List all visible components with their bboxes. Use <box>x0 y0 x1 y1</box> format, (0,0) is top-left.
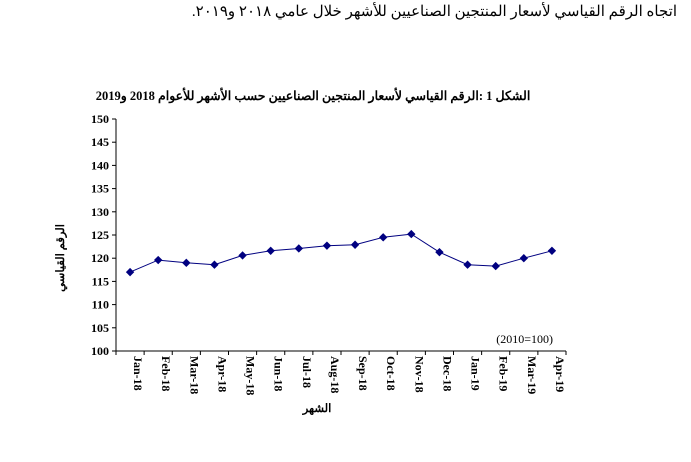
x-tick-label: Aug-18 <box>328 356 342 393</box>
data-point-marker <box>182 258 191 268</box>
y-tick-label: 140 <box>91 158 109 172</box>
data-point-marker <box>210 260 219 269</box>
y-axis-label: الرقم القياسي <box>54 224 68 292</box>
x-tick-label: Jul-18 <box>300 356 314 388</box>
data-point-marker <box>266 246 275 255</box>
data-point-marker <box>407 229 416 239</box>
x-tick-label: Feb-18 <box>159 356 173 391</box>
data-point-marker <box>322 241 332 250</box>
x-axis-ticks: Jan-18 Feb-18 Mar-18 Apr-18 May-18 Jun-18 Jul-… <box>115 351 567 395</box>
y-axis-ticks: 100 105 110 115 120 125 130 135 140 145 150 <box>91 112 116 358</box>
data-point-marker <box>378 233 388 242</box>
data-point-marker <box>153 255 163 265</box>
x-tick-label: Sep-18 <box>356 356 370 391</box>
x-tick-label: Dec-18 <box>440 356 454 391</box>
data-point-marker <box>491 261 500 271</box>
x-tick-label: Nov-18 <box>412 356 426 393</box>
series-line <box>129 233 553 273</box>
y-tick-label: 115 <box>92 274 109 288</box>
data-point-marker <box>463 260 472 269</box>
x-tick-label: Mar-18 <box>187 356 201 394</box>
base-year-note: (2010=100) <box>496 332 553 346</box>
x-tick-label: Jun-18 <box>272 356 286 391</box>
page-heading: اتجاه الرقم القياسي لأسعار المنتجين الصن… <box>191 4 677 20</box>
x-tick-label: Mar-19 <box>525 356 539 394</box>
x-axis-label: الشهر <box>302 402 332 416</box>
y-tick-label: 130 <box>91 205 109 219</box>
data-point-marker <box>547 246 557 255</box>
y-tick-label: 120 <box>91 251 109 265</box>
x-tick-label: Oct-18 <box>384 356 398 391</box>
y-tick-label: 100 <box>91 344 109 358</box>
x-tick-label: May-18 <box>244 356 258 395</box>
x-tick-label: Jan-19 <box>469 356 483 391</box>
data-points <box>125 229 557 277</box>
data-point-marker <box>350 240 360 249</box>
x-tick-label: Apr-18 <box>215 356 229 392</box>
y-tick-label: 110 <box>92 298 109 312</box>
x-tick-label: Feb-19 <box>497 356 511 391</box>
x-tick-label: Jan-18 <box>131 356 145 391</box>
y-tick-label: 135 <box>91 182 109 196</box>
data-point-marker <box>435 247 444 257</box>
y-tick-label: 125 <box>91 228 109 242</box>
y-tick-label: 145 <box>91 135 109 149</box>
y-tick-label: 150 <box>91 112 109 126</box>
data-point-marker <box>294 244 304 253</box>
chart-title: الشكل 1 :الرقم القياسي لأسعار المنتجين ا… <box>96 87 531 104</box>
data-point-marker <box>238 251 247 260</box>
data-point-marker <box>125 267 135 277</box>
data-point-marker <box>519 254 529 263</box>
y-tick-label: 105 <box>91 321 109 335</box>
x-tick-label: Apr-19 <box>553 356 567 392</box>
